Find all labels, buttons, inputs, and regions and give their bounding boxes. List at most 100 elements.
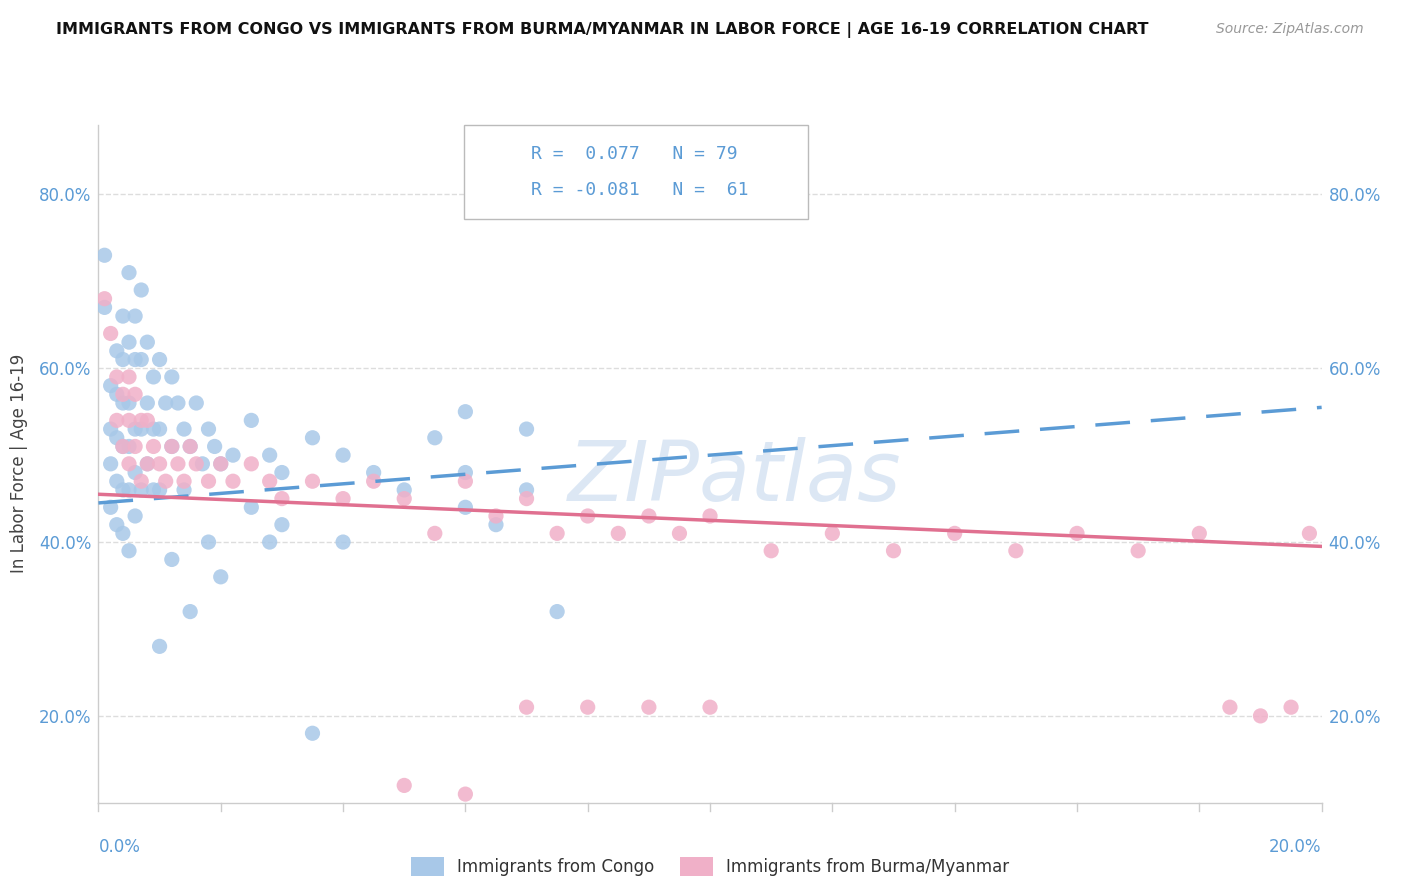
Point bbox=[160, 552, 183, 566]
Point bbox=[259, 448, 281, 462]
Point bbox=[160, 370, 183, 384]
Point bbox=[155, 474, 177, 488]
Point bbox=[209, 457, 232, 471]
Point bbox=[136, 413, 159, 427]
Point bbox=[197, 474, 219, 488]
Point bbox=[179, 440, 201, 454]
Point bbox=[454, 787, 477, 801]
Point bbox=[118, 457, 141, 471]
Point bbox=[197, 535, 219, 549]
Point bbox=[454, 466, 477, 480]
Point bbox=[100, 500, 122, 515]
Point bbox=[576, 508, 599, 523]
Point bbox=[100, 422, 122, 436]
Point bbox=[637, 508, 661, 523]
Point bbox=[105, 431, 128, 445]
Point bbox=[136, 396, 159, 410]
Text: R = -0.081   N =  61: R = -0.081 N = 61 bbox=[531, 181, 749, 199]
Point bbox=[111, 387, 134, 401]
Point bbox=[259, 474, 281, 488]
Point bbox=[454, 405, 477, 419]
Text: R =  0.077   N = 79: R = 0.077 N = 79 bbox=[531, 145, 738, 163]
Point bbox=[1279, 700, 1302, 714]
Point bbox=[259, 535, 281, 549]
Point bbox=[118, 370, 141, 384]
Point bbox=[516, 483, 538, 497]
Point bbox=[124, 387, 146, 401]
Point bbox=[699, 508, 721, 523]
Point bbox=[136, 335, 159, 350]
Point bbox=[105, 474, 128, 488]
Point bbox=[173, 422, 195, 436]
Point bbox=[240, 457, 263, 471]
Point bbox=[392, 491, 416, 506]
Point bbox=[118, 266, 141, 280]
Point bbox=[149, 640, 172, 654]
Point bbox=[240, 500, 263, 515]
Point bbox=[118, 413, 141, 427]
Point bbox=[222, 448, 245, 462]
Point bbox=[173, 483, 195, 497]
Point bbox=[699, 700, 721, 714]
Point bbox=[118, 440, 141, 454]
Point bbox=[197, 422, 219, 436]
Point bbox=[943, 526, 966, 541]
Point bbox=[111, 483, 134, 497]
Point bbox=[883, 543, 905, 558]
Point bbox=[1219, 700, 1241, 714]
Point bbox=[118, 483, 141, 497]
Point bbox=[668, 526, 690, 541]
Point bbox=[124, 352, 146, 367]
Point bbox=[149, 457, 172, 471]
Point bbox=[105, 413, 128, 427]
Point bbox=[93, 292, 115, 306]
Point bbox=[607, 526, 630, 541]
Text: ZIPatlas: ZIPatlas bbox=[568, 437, 901, 518]
Point bbox=[111, 440, 134, 454]
Point bbox=[1066, 526, 1088, 541]
Point bbox=[821, 526, 844, 541]
Point bbox=[173, 474, 195, 488]
Point bbox=[332, 491, 354, 506]
Point bbox=[546, 605, 568, 619]
Point bbox=[129, 474, 152, 488]
Point bbox=[105, 387, 128, 401]
Point bbox=[186, 396, 208, 410]
Point bbox=[100, 457, 122, 471]
Point bbox=[111, 440, 134, 454]
Point bbox=[270, 491, 292, 506]
Point bbox=[111, 352, 134, 367]
Point bbox=[124, 508, 146, 523]
Text: IMMIGRANTS FROM CONGO VS IMMIGRANTS FROM BURMA/MYANMAR IN LABOR FORCE | AGE 16-1: IMMIGRANTS FROM CONGO VS IMMIGRANTS FROM… bbox=[56, 22, 1149, 38]
Point bbox=[423, 526, 446, 541]
Point bbox=[93, 248, 115, 262]
Point bbox=[105, 370, 128, 384]
Point bbox=[124, 422, 146, 436]
Point bbox=[111, 309, 134, 323]
Point bbox=[142, 370, 165, 384]
Point bbox=[204, 440, 226, 454]
Point bbox=[485, 517, 508, 532]
Point bbox=[155, 396, 177, 410]
Point bbox=[222, 474, 245, 488]
Point bbox=[759, 543, 782, 558]
Point bbox=[129, 483, 152, 497]
Point bbox=[167, 457, 190, 471]
Point bbox=[93, 301, 115, 315]
Point bbox=[240, 413, 263, 427]
Point bbox=[179, 605, 201, 619]
Point bbox=[1188, 526, 1211, 541]
Point bbox=[332, 448, 354, 462]
Point bbox=[209, 457, 232, 471]
Point bbox=[1298, 526, 1320, 541]
Legend: Immigrants from Congo, Immigrants from Burma/Myanmar: Immigrants from Congo, Immigrants from B… bbox=[404, 850, 1017, 882]
Point bbox=[100, 378, 122, 392]
Point bbox=[516, 700, 538, 714]
Point bbox=[142, 422, 165, 436]
Point bbox=[160, 440, 183, 454]
Point bbox=[363, 466, 385, 480]
Text: 20.0%: 20.0% bbox=[1270, 838, 1322, 855]
Point bbox=[105, 343, 128, 358]
Point bbox=[142, 440, 165, 454]
Point bbox=[118, 543, 141, 558]
